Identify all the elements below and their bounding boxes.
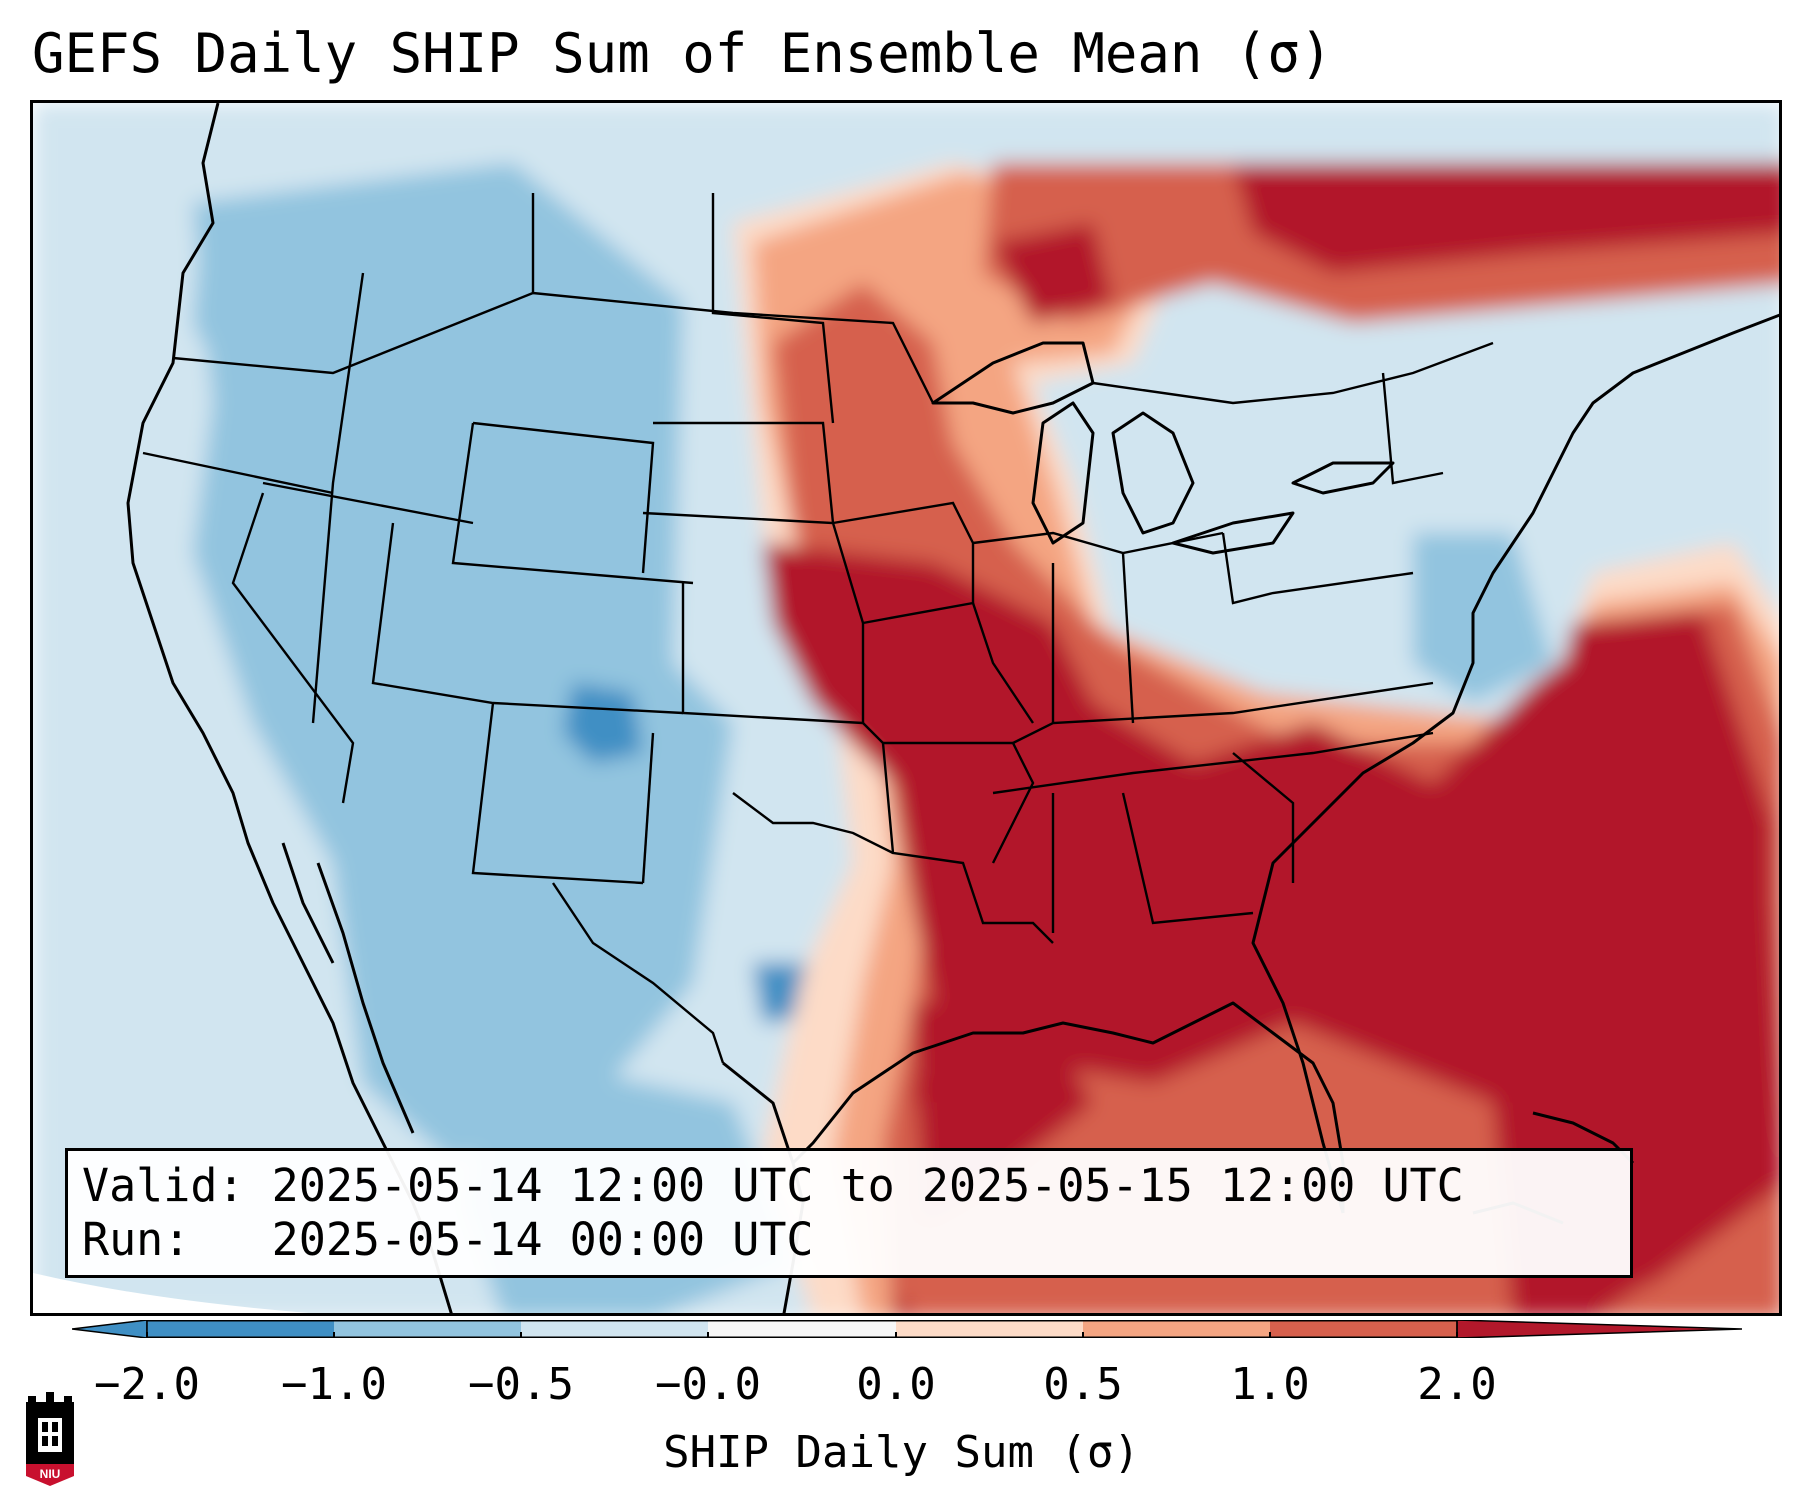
run-time: 2025-05-14 00:00 UTC <box>271 1213 814 1266</box>
valid-time-range: 2025-05-14 12:00 UTC to 2025-05-15 12:00… <box>271 1159 1464 1212</box>
colorbar-segment <box>708 1320 896 1338</box>
colorbar <box>72 1320 1742 1338</box>
projection-edge <box>33 1273 309 1313</box>
colorbar-tick-label: 1.0 <box>1230 1359 1310 1410</box>
state-borders <box>142 193 1494 1064</box>
colorbar-tick-label: 2.0 <box>1417 1359 1497 1410</box>
colorbar-extend-low <box>72 1320 148 1338</box>
colorbar-tick-label: −1.0 <box>281 1359 387 1410</box>
coastlines <box>126 103 1779 1313</box>
map-title: GEFS Daily SHIP Sum of Ensemble Mean (σ) <box>32 22 1333 85</box>
colorbar-segment <box>147 1320 334 1338</box>
colorbar-tick-label: 0.0 <box>856 1359 936 1410</box>
niu-logo: NIU <box>26 1392 74 1486</box>
field-negative-east <box>1413 533 1553 703</box>
colorbar-segment <box>334 1320 521 1338</box>
colorbar-extend-high <box>1456 1320 1742 1338</box>
anomaly-field <box>33 103 1779 1313</box>
field-strong-positive-canada <box>993 223 1113 323</box>
valid-run-info-box: Valid: 2025-05-14 12:00 UTC to 2025-05-1… <box>65 1148 1633 1278</box>
map-panel[interactable] <box>30 100 1782 1316</box>
colorbar-segment <box>1083 1320 1270 1338</box>
field-strong-negative-colorado <box>563 683 643 763</box>
logo-text: NIU <box>40 1467 61 1481</box>
colorbar-label: SHIP Daily Sum (σ) <box>663 1427 1140 1478</box>
colorbar-tick-label: −0.0 <box>655 1359 761 1410</box>
run-label: Run: <box>82 1213 191 1266</box>
valid-label: Valid: <box>82 1159 245 1212</box>
field-strong-positive-atlantic <box>1503 613 1773 1313</box>
colorbar-segment <box>1270 1320 1457 1338</box>
colorbar-tick-label: 0.5 <box>1043 1359 1123 1410</box>
colorbar-segment <box>521 1320 708 1338</box>
field-strong-positive-north <box>1233 163 1779 273</box>
colorbar-segment <box>896 1320 1083 1338</box>
colorbar-tick-label: −0.5 <box>468 1359 574 1410</box>
colorbar-tick-label: −2.0 <box>94 1359 200 1410</box>
colorbar-outline <box>146 1320 1458 1338</box>
field-negative-pnw <box>193 213 503 403</box>
field-negative-west <box>193 163 733 1163</box>
